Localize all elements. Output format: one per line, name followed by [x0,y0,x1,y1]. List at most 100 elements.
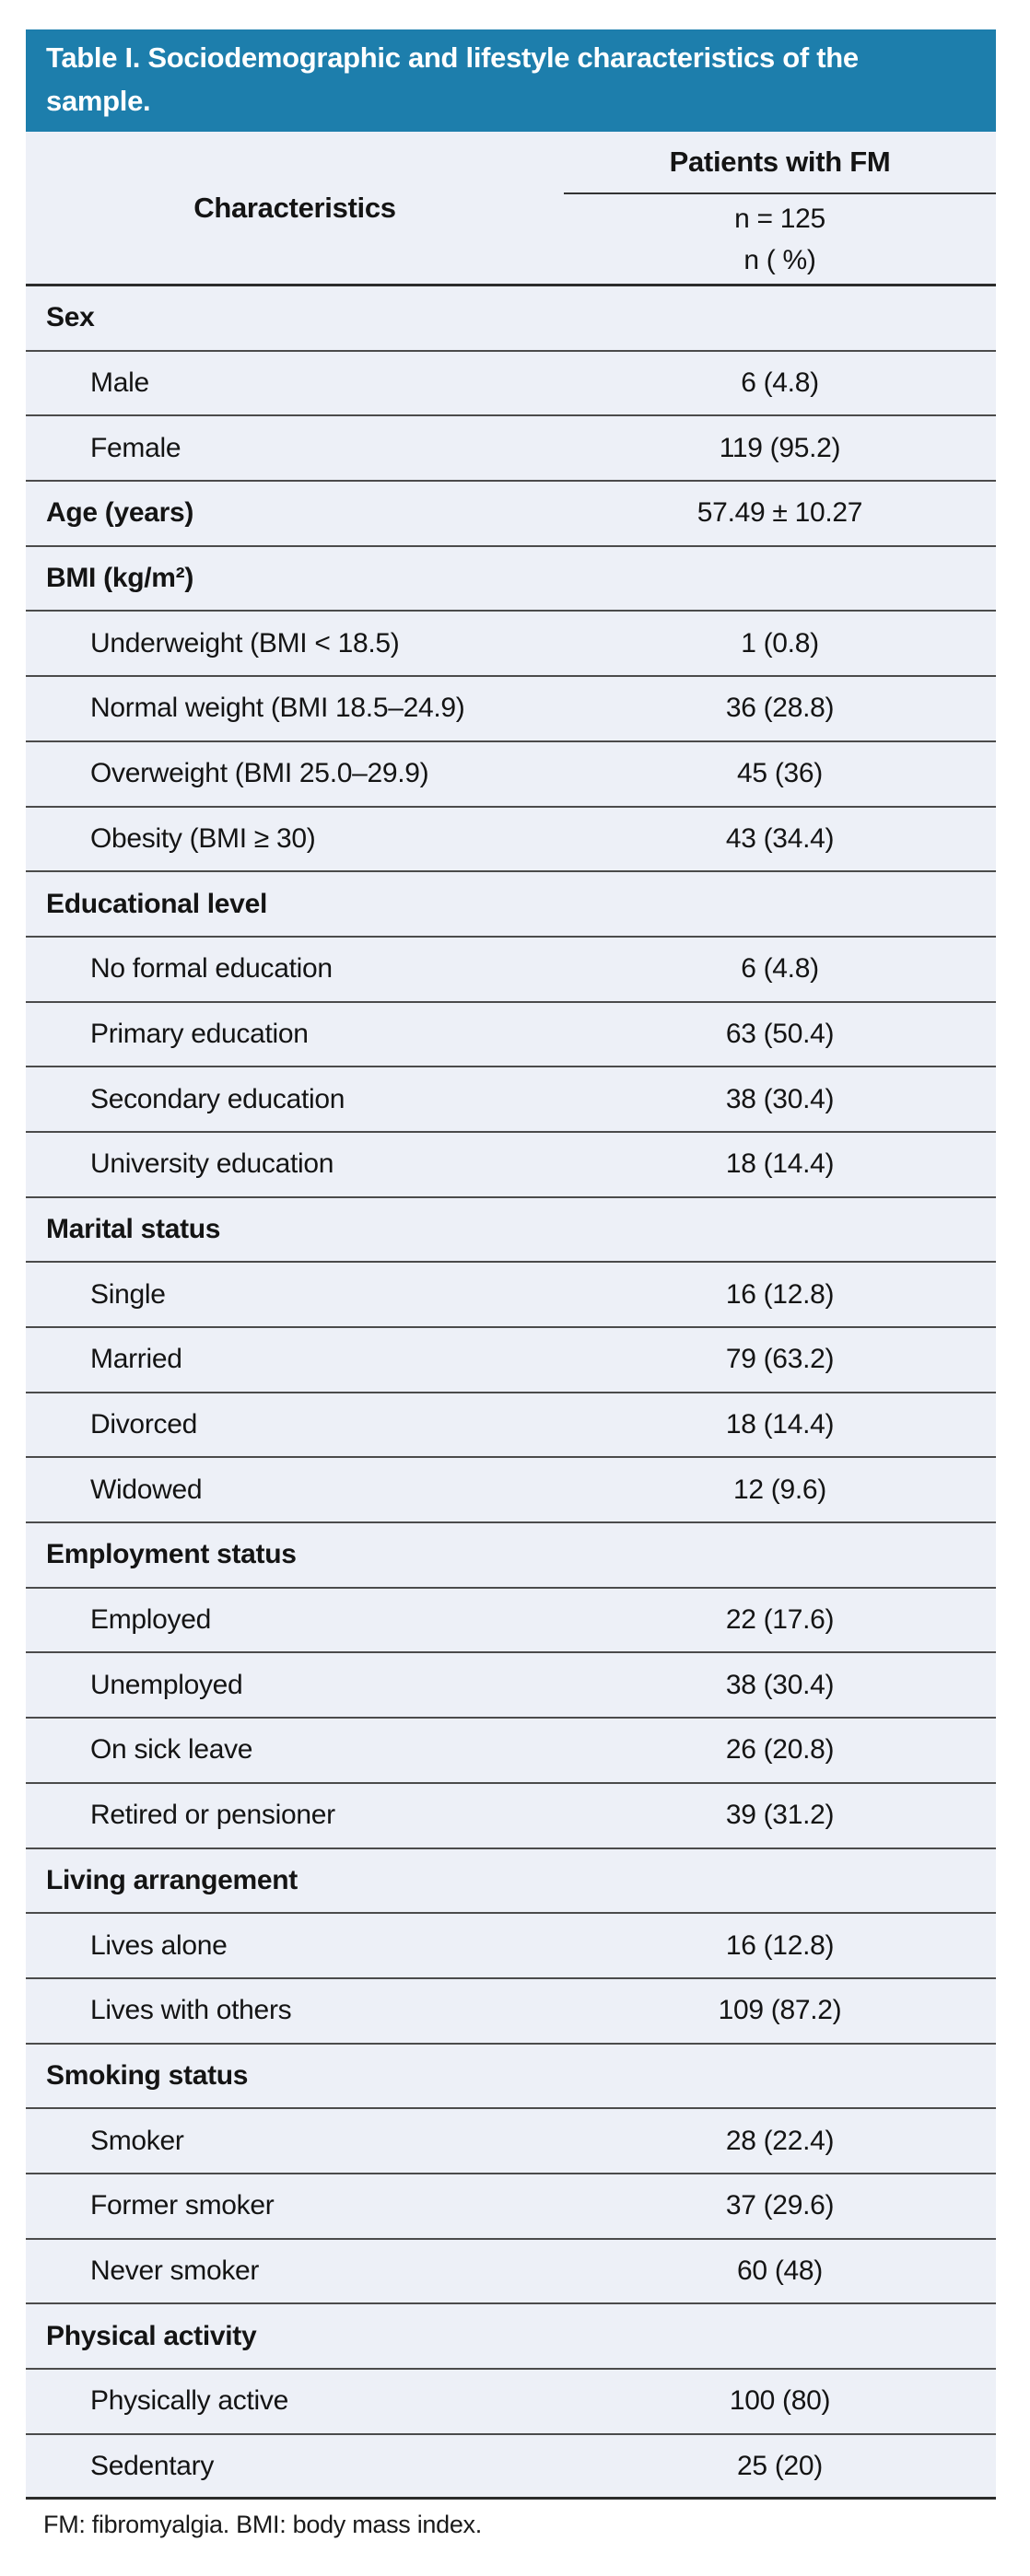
patients-subheader: n = 125 n ( %) [564,194,996,284]
table-row: Single 16 (12.8) [26,1263,996,1328]
row-value: 119 (95.2) [719,432,841,463]
table-rows: Sex Male 6 (4.8) Female 119 (95.2) Age (… [26,286,996,2500]
table-row: Lives alone 16 (12.8) [26,1914,996,1979]
table-row: Divorced 18 (14.4) [26,1393,996,1459]
row-label: Employed [90,1604,212,1636]
row-label: Smoking status [46,2059,249,2091]
row-label: Former smoker [90,2190,275,2221]
row-label: Male [90,367,149,399]
footnote: FM: fibromyalgia. BMI: body mass index. [43,2511,482,2538]
row-label: Smoker [90,2125,184,2156]
row-label: Sedentary [90,2450,215,2481]
table-row: Unemployed 38 (30.4) [26,1653,996,1719]
row-value: 63 (50.4) [725,1018,835,1049]
row-label: Age (years) [46,497,194,529]
patients-header-cell: Patients with FM n = 125 n ( %) [564,132,996,284]
row-value: 45 (36) [737,758,823,789]
table-title-bar: Table I. Sociodemographic and lifestyle … [26,29,996,132]
row-label: Single [90,1278,166,1310]
row-value: 26 (20.8) [725,1734,835,1766]
table-row: Never smoker 60 (48) [26,2240,996,2305]
table-row: Overweight (BMI 25.0–29.9) 45 (36) [26,742,996,808]
subheader-npct: n ( %) [743,244,816,275]
row-label: Lives alone [90,1929,228,1961]
table-row: Lives with others 109 (87.2) [26,1979,996,2045]
patients-header-divider [564,192,996,194]
table-row: Former smoker 37 (29.6) [26,2174,996,2240]
row-value: 18 (14.4) [725,1409,835,1440]
row-value: 6 (4.8) [741,953,819,985]
table: Table I. Sociodemographic and lifestyle … [26,29,996,2500]
characteristics-header: Characteristics [193,191,396,224]
header-row: Characteristics Patients with FM n = 125… [26,132,996,286]
row-value: 28 (22.4) [725,2125,835,2156]
row-label: Employment status [46,1539,297,1570]
row-value: 36 (28.8) [725,693,835,724]
row-value: 38 (30.4) [725,1669,835,1700]
row-label: Living arrangement [46,1864,298,1895]
row-label: Physical activity [46,2320,257,2351]
patients-header-label: Patients with FM [669,146,891,178]
row-label: Never smoker [90,2255,260,2286]
table-row: Primary education 63 (50.4) [26,1003,996,1068]
row-label: Divorced [90,1409,197,1440]
row-value: 12 (9.6) [733,1474,826,1505]
row-value: 18 (14.4) [725,1148,835,1180]
characteristics-header-cell: Characteristics [26,132,564,284]
row-value: 57.49 ± 10.27 [696,497,863,529]
row-label: Married [90,1344,182,1375]
table-row: Marital status [26,1198,996,1264]
table-title: Table I. Sociodemographic and lifestyle … [46,41,859,117]
table-row: Sex [26,286,996,352]
row-label: Underweight (BMI < 18.5) [90,627,400,659]
row-label: University education [90,1148,334,1180]
row-label: Marital status [46,1213,221,1244]
row-label: Female [90,432,181,463]
table-row: Widowed 12 (9.6) [26,1458,996,1524]
row-label: Physically active [90,2385,288,2417]
row-value: 1 (0.8) [741,627,819,659]
table-row: Married 79 (63.2) [26,1328,996,1393]
row-label: Widowed [90,1474,203,1505]
table-row: University education 18 (14.4) [26,1133,996,1198]
table-row: Retired or pensioner 39 (31.2) [26,1784,996,1849]
table-row: Smoker 28 (22.4) [26,2109,996,2174]
row-value: 16 (12.8) [725,1929,835,1961]
row-label: No formal education [90,953,333,985]
row-label: Normal weight (BMI 18.5–24.9) [90,693,465,724]
table-row: Employed 22 (17.6) [26,1589,996,1654]
row-label: Retired or pensioner [90,1800,335,1831]
row-label: On sick leave [90,1734,253,1766]
table-row: Female 119 (95.2) [26,416,996,483]
row-label: BMI (kg/m²) [46,563,194,594]
row-value: 6 (4.8) [741,367,819,399]
table-row: Smoking status [26,2045,996,2110]
table-row: Employment status [26,1523,996,1589]
table-row: Secondary education 38 (30.4) [26,1067,996,1133]
row-value: 79 (63.2) [725,1344,835,1375]
table-row: Age (years) 57.49 ± 10.27 [26,482,996,547]
table-row: Physically active 100 (80) [26,2370,996,2435]
row-value: 25 (20) [737,2450,823,2481]
table-row: Normal weight (BMI 18.5–24.9) 36 (28.8) [26,677,996,742]
row-label: Unemployed [90,1669,243,1700]
table-row: Living arrangement [26,1849,996,1915]
row-value: 39 (31.2) [725,1800,835,1831]
row-label: Lives with others [90,1995,292,2026]
subheader-n: n = 125 [734,203,825,234]
row-label: Primary education [90,1018,309,1049]
row-label: Educational level [46,888,267,919]
row-value: 38 (30.4) [725,1083,835,1114]
row-label: Obesity (BMI ≥ 30) [90,822,316,854]
row-label: Overweight (BMI 25.0–29.9) [90,758,429,789]
row-value: 43 (34.4) [725,822,835,854]
row-label: Secondary education [90,1083,345,1114]
table-row: No formal education 6 (4.8) [26,938,996,1003]
table-row: Sedentary 25 (20) [26,2435,996,2500]
row-value: 109 (87.2) [718,1995,842,2026]
table-row: Physical activity [26,2304,996,2370]
patients-header-label-wrap: Patients with FM [564,132,996,192]
row-value: 16 (12.8) [725,1278,835,1310]
table-row: Underweight (BMI < 18.5) 1 (0.8) [26,612,996,678]
